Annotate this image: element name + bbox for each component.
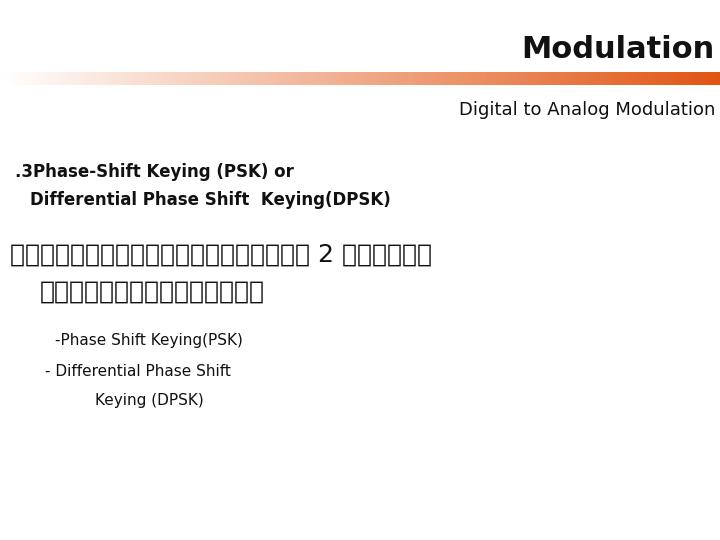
Text: เข้ารหัสเชิงเฟส: เข้ารหัสเชิงเฟส [40,280,265,304]
Text: Digital to Analog Modulation: Digital to Analog Modulation [459,101,715,119]
Text: .3Phase-Shift Keying (PSK) or: .3Phase-Shift Keying (PSK) or [15,163,294,181]
Text: -Phase Shift Keying(PSK): -Phase Shift Keying(PSK) [55,333,243,348]
Text: Keying (DPSK): Keying (DPSK) [95,393,204,408]
Text: Differential Phase Shift  Keying(DPSK): Differential Phase Shift Keying(DPSK) [30,191,391,209]
Text: การเข้ารหัสประเภทที่ 2 ของการ: การเข้ารหัสประเภทที่ 2 ของการ [10,243,432,267]
Text: Modulation: Modulation [522,36,715,64]
Text: - Differential Phase Shift: - Differential Phase Shift [45,364,231,380]
